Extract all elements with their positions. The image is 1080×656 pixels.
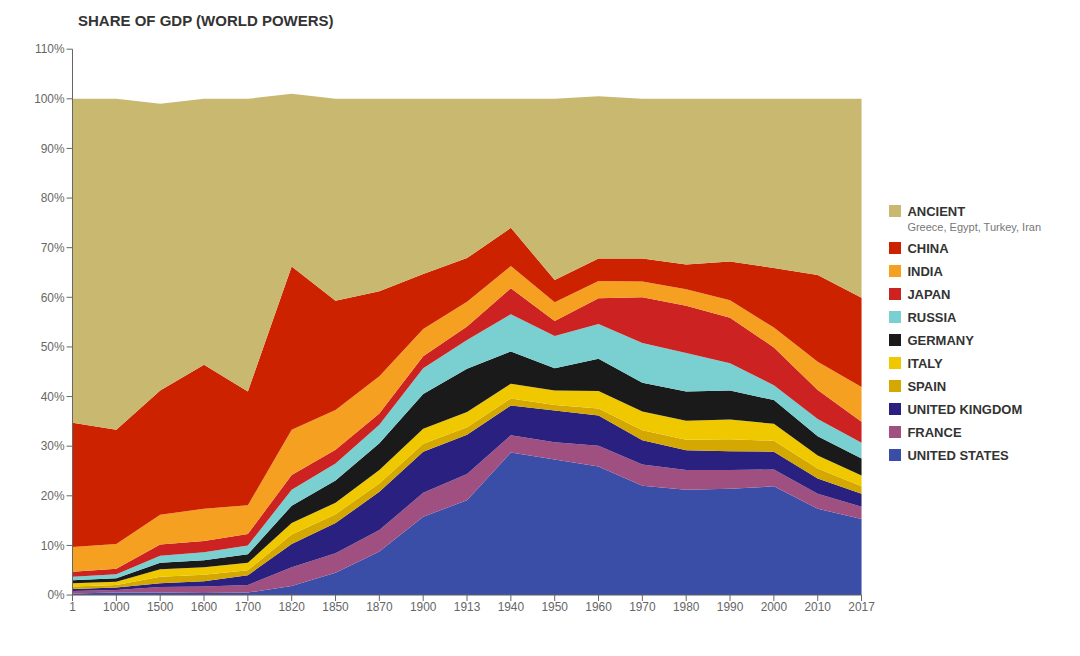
svg-text:1000: 1000: [103, 600, 130, 614]
html-text:CHINA: CHINA: [907, 240, 949, 256]
html-text:ITALY: ITALY: [907, 355, 943, 371]
html-text:Greece, Egypt, Turkey, Iran: Greece, Egypt, Turkey, Iran: [907, 220, 1042, 233]
html-text:GERMANY: GERMANY: [907, 332, 974, 348]
html-text:JAPAN: JAPAN: [907, 286, 951, 302]
svg-text:1913: 1913: [454, 600, 481, 614]
html-text:SPAIN: SPAIN: [907, 378, 947, 394]
svg-text:1900: 1900: [410, 600, 437, 614]
svg-text:1980: 1980: [673, 600, 700, 614]
svg-text:2017: 2017: [848, 600, 875, 614]
svg-text:2010: 2010: [804, 600, 831, 614]
svg-text:0%: 0%: [47, 588, 65, 602]
svg-text:10%: 10%: [41, 539, 65, 553]
svg-text:1: 1: [69, 600, 76, 614]
svg-text:1970: 1970: [629, 600, 656, 614]
svg-text:70%: 70%: [41, 241, 65, 255]
html-text:FRANCE: FRANCE: [907, 424, 962, 440]
svg-text:110%: 110%: [35, 42, 65, 56]
svg-text:1850: 1850: [322, 600, 349, 614]
html-text:UNITED KINGDOM: UNITED KINGDOM: [907, 401, 1023, 417]
svg-text:1990: 1990: [717, 600, 744, 614]
html-text:INDIA: INDIA: [907, 263, 943, 279]
svg-text:1500: 1500: [147, 600, 174, 614]
html-text:ANCIENT: ANCIENT: [907, 203, 966, 219]
svg-text:1820: 1820: [278, 600, 305, 614]
svg-text:90%: 90%: [41, 142, 65, 156]
svg-text:50%: 50%: [41, 340, 65, 354]
svg-text:100%: 100%: [34, 92, 65, 106]
html-text:RUSSIA: RUSSIA: [907, 309, 957, 325]
svg-text:60%: 60%: [41, 291, 65, 305]
svg-text:40%: 40%: [41, 390, 65, 404]
svg-text:80%: 80%: [41, 191, 65, 205]
svg-text:1940: 1940: [498, 600, 525, 614]
html-text:UNITED STATES: UNITED STATES: [907, 447, 1009, 463]
svg-text:20%: 20%: [41, 489, 65, 503]
svg-text:1950: 1950: [541, 600, 568, 614]
svg-text:1600: 1600: [191, 600, 218, 614]
svg-text:2000: 2000: [761, 600, 788, 614]
svg-text:1700: 1700: [235, 600, 262, 614]
svg-text:30%: 30%: [41, 439, 65, 453]
html-text:SHARE OF GDP (WORLD POWERS): SHARE OF GDP (WORLD POWERS): [78, 12, 334, 29]
svg-text:1960: 1960: [585, 600, 612, 614]
svg-text:1870: 1870: [366, 600, 393, 614]
